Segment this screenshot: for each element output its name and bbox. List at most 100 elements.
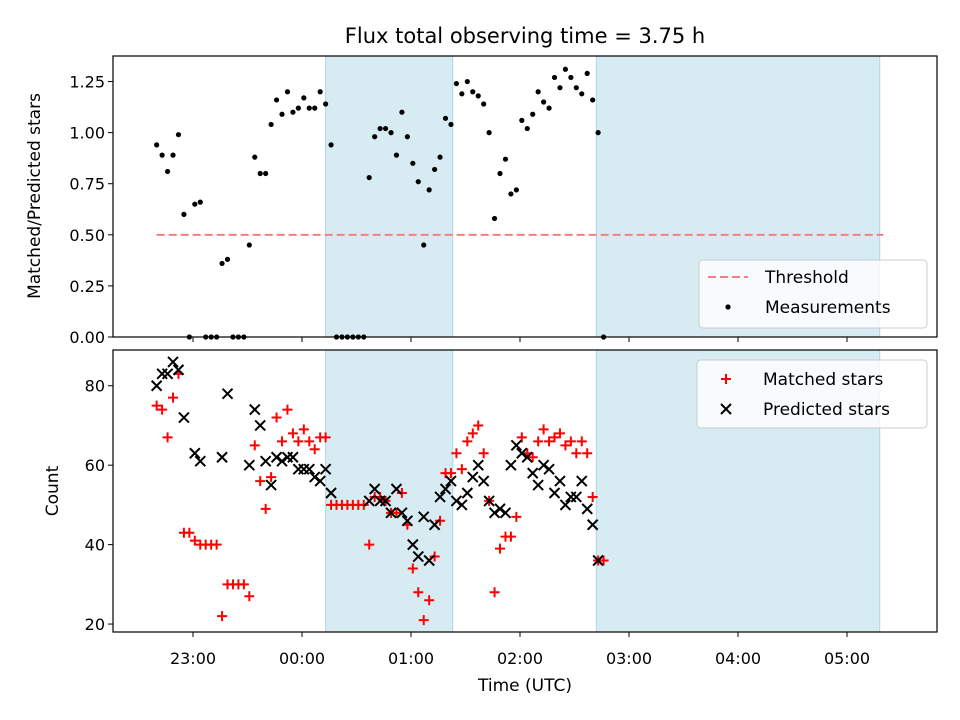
measurement-point xyxy=(590,97,596,103)
matched-star-point xyxy=(211,539,222,550)
x-tick-label: 23:00 xyxy=(170,649,216,668)
measurement-point xyxy=(339,334,345,340)
y-tick-label: 20 xyxy=(85,615,105,634)
y-tick-label: 1.25 xyxy=(69,73,105,92)
x-axis-label: Time (UTC) xyxy=(477,676,572,696)
measurement-point xyxy=(426,187,432,193)
measurement-point xyxy=(317,89,323,95)
predicted-star-point xyxy=(249,403,261,416)
measurement-point xyxy=(208,334,214,340)
matched-star-point xyxy=(413,587,424,598)
predicted-star-point xyxy=(221,387,234,400)
matched-star-point xyxy=(527,452,538,463)
measurement-point xyxy=(513,187,519,193)
predicted-star-point xyxy=(423,554,435,567)
matched-star-point xyxy=(549,432,560,443)
measurement-point xyxy=(573,85,579,91)
y-tick-label: 0.00 xyxy=(69,328,105,347)
measurement-point xyxy=(273,97,280,103)
matched-star-point xyxy=(495,543,506,554)
measurement-point xyxy=(328,142,334,148)
bottom-axes-frame xyxy=(112,349,938,633)
matched-star-point xyxy=(554,428,565,439)
measurement-point xyxy=(284,89,291,95)
matched-star-point xyxy=(358,499,369,510)
measurement-point xyxy=(421,242,427,248)
measurement-point xyxy=(279,111,285,117)
predicted-star-point xyxy=(543,463,555,475)
y-tick-label: 40 xyxy=(85,536,105,555)
measurement-point xyxy=(252,154,258,160)
predicted-star-point xyxy=(559,499,572,511)
measurement-point xyxy=(393,152,400,158)
matched-star-point xyxy=(418,615,429,626)
predicted-star-point xyxy=(150,380,163,392)
matched-star-point xyxy=(391,507,402,518)
matched-star-point xyxy=(538,424,549,435)
matched-star-point xyxy=(429,551,440,562)
matched-star-point xyxy=(304,436,315,447)
predicted-star-point xyxy=(265,479,277,491)
top-panel: Matched/Predicted stars 0.00 0.25 0.50 0.75… xyxy=(25,55,938,347)
matched-star-point xyxy=(445,468,456,479)
measurement-point xyxy=(470,89,476,95)
x-tick-label: 03:00 xyxy=(606,649,652,668)
measurement-point xyxy=(557,85,563,91)
predicted-star-point xyxy=(309,471,321,483)
measurement-point xyxy=(432,166,438,173)
legend-measurement-label: Measurements xyxy=(765,298,891,318)
matched-star-point xyxy=(516,432,527,443)
legend-predicted-label: Predicted stars xyxy=(763,400,890,420)
measurement-point xyxy=(295,105,301,111)
matched-star-point xyxy=(478,448,489,459)
measurement-point xyxy=(175,132,182,138)
predicted-star-point xyxy=(314,475,326,487)
measurement-point xyxy=(186,334,192,340)
predicted-star-point xyxy=(276,455,288,467)
matched-star-point xyxy=(168,392,179,403)
matched-star-point xyxy=(184,527,195,538)
chart-title: Flux total observing time = 3.75 h xyxy=(345,24,705,48)
predicted-star-point xyxy=(586,519,599,531)
predicted-star-point xyxy=(216,451,228,463)
matched-star-point xyxy=(309,444,320,455)
measurement-point xyxy=(241,334,247,340)
measurement-point xyxy=(377,125,383,132)
predicted-star-point xyxy=(161,368,174,380)
matched-star-point xyxy=(277,436,288,447)
predicted-star-point xyxy=(472,459,484,471)
measurement-point xyxy=(164,168,171,175)
matched-star-point xyxy=(255,476,266,487)
matched-star-point xyxy=(456,464,467,475)
matched-star-point xyxy=(293,436,304,447)
x-tick-label: 01:00 xyxy=(388,649,434,668)
predicted-star-point xyxy=(428,519,441,531)
bottom-legend: Matched stars Predicted stars xyxy=(696,359,928,429)
measurement-point xyxy=(546,105,552,111)
measurement-point xyxy=(268,121,274,128)
measurement-point xyxy=(448,121,454,128)
measurement-point xyxy=(475,93,481,99)
predicted-star-point xyxy=(581,503,593,515)
measurement-point xyxy=(464,78,470,85)
measurement-point xyxy=(535,89,541,95)
predicted-star-point xyxy=(494,503,506,515)
measurement-point xyxy=(437,154,443,160)
predicted-star-point xyxy=(259,455,272,467)
measurement-point xyxy=(497,170,503,177)
measurement-point xyxy=(595,130,601,136)
matched-star-point xyxy=(505,531,516,542)
measurement-point xyxy=(301,95,307,101)
predicted-star-point xyxy=(467,471,479,483)
measurement-point xyxy=(404,134,410,140)
predicted-star-point xyxy=(537,459,550,471)
measurement-point xyxy=(170,152,176,158)
y-tick-label: 0.25 xyxy=(69,277,105,296)
measurement-point xyxy=(388,130,394,136)
measurement-point xyxy=(159,152,165,158)
predicted-star-point xyxy=(510,439,523,452)
predicted-star-point xyxy=(254,419,266,432)
measurement-point xyxy=(410,160,416,166)
predicted-star-point xyxy=(532,479,544,491)
